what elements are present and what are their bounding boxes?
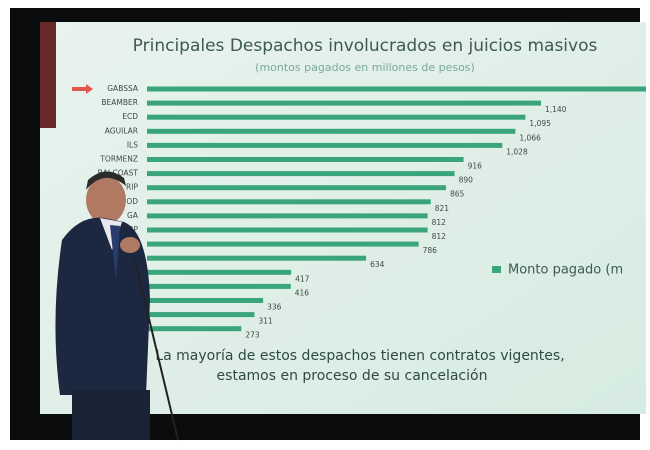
category-label: AGUILAR (105, 126, 138, 135)
bar (147, 114, 526, 120)
bar (147, 298, 264, 303)
value-label: 1,066 (519, 133, 541, 142)
arrow (72, 84, 93, 94)
category-label: ECD (122, 112, 138, 121)
value-label: 311 (258, 317, 273, 326)
bar (147, 128, 516, 134)
bar (147, 100, 541, 106)
category-label: OD (126, 197, 138, 206)
category-label: GA (127, 211, 139, 220)
legend-swatch (492, 266, 501, 273)
bar (147, 283, 291, 289)
value-label: 336 (267, 303, 282, 312)
category-label: TORMENZ (99, 155, 138, 164)
bar (147, 199, 431, 205)
chart-subtitle: (montos pagados en millones de pesos) (255, 61, 475, 74)
value-label: 821 (435, 204, 450, 213)
value-label: 865 (450, 190, 465, 199)
value-label: 634 (370, 260, 385, 269)
bar (147, 255, 367, 261)
bar (147, 326, 242, 332)
bar (147, 269, 292, 275)
value-label: 416 (295, 288, 310, 297)
bar (147, 213, 428, 219)
caption-line: La mayoría de estos despachos tienen con… (155, 348, 564, 364)
category-label: ILS (127, 140, 138, 149)
value-label: 273 (245, 331, 260, 340)
bar (147, 142, 503, 148)
value-label: 916 (468, 162, 483, 171)
caption-line: estamos en proceso de su cancelación (217, 368, 488, 384)
bar (147, 86, 646, 92)
value-label: 1,028 (506, 147, 528, 156)
value-label: 417 (295, 274, 310, 283)
value-label: 890 (459, 176, 474, 185)
category-label: GABSSA (107, 84, 139, 93)
chart: Principales Despachos involucrados en ju… (72, 36, 646, 384)
category-label: BAJ COAST (98, 169, 139, 178)
chart-title: Principales Despachos involucrados en ju… (133, 36, 598, 56)
category-label: BEAMBER (101, 98, 138, 107)
legend-label: Monto pagado (m (508, 263, 623, 278)
speaker (55, 171, 179, 441)
value-label: 812 (432, 232, 447, 241)
side-strip (40, 22, 56, 128)
bar (147, 157, 464, 162)
value-label: 1,095 (529, 119, 551, 128)
bar (147, 241, 419, 247)
value-label: 786 (423, 246, 438, 255)
value-label: 1,140 (545, 105, 567, 114)
bar (147, 227, 428, 233)
value-label: 812 (432, 218, 447, 227)
bar (147, 185, 446, 191)
category-label: RIP (126, 183, 138, 192)
bar (147, 312, 255, 318)
bar (147, 171, 455, 177)
